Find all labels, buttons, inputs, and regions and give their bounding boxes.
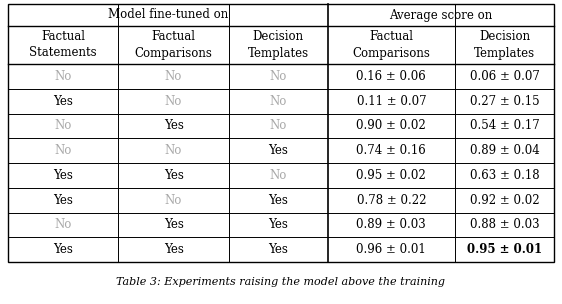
Bar	[8, 4, 554, 262]
Text: Yes: Yes	[53, 95, 73, 108]
Text: No: No	[165, 144, 182, 157]
Text: Yes: Yes	[268, 218, 288, 231]
Text: Yes: Yes	[53, 169, 73, 182]
Text: No: No	[165, 95, 182, 108]
Text: 0.92 ± 0.02: 0.92 ± 0.02	[470, 194, 540, 207]
Text: 0.63 ± 0.18: 0.63 ± 0.18	[470, 169, 540, 182]
Text: No: No	[269, 119, 287, 132]
Text: Factual
Comparisons: Factual Comparisons	[352, 30, 430, 60]
Text: No: No	[165, 194, 182, 207]
Text: Yes: Yes	[164, 243, 183, 256]
Text: Factual
Comparisons: Factual Comparisons	[134, 30, 212, 60]
Text: 0.95 ± 0.02: 0.95 ± 0.02	[356, 169, 426, 182]
Text: 0.16 ± 0.06: 0.16 ± 0.06	[356, 70, 426, 83]
Text: Yes: Yes	[164, 218, 183, 231]
Text: No: No	[55, 218, 72, 231]
Text: Yes: Yes	[53, 194, 73, 207]
Text: No: No	[55, 119, 72, 132]
Text: Yes: Yes	[164, 169, 183, 182]
Text: Decision
Templates: Decision Templates	[474, 30, 535, 60]
Text: No: No	[269, 169, 287, 182]
Text: No: No	[165, 70, 182, 83]
Text: 0.95 ± 0.01: 0.95 ± 0.01	[467, 243, 542, 256]
Text: 0.27 ± 0.15: 0.27 ± 0.15	[470, 95, 540, 108]
Text: Table 3: Experiments raising the model above the training: Table 3: Experiments raising the model a…	[116, 277, 446, 287]
Text: Yes: Yes	[268, 243, 288, 256]
Text: 0.89 ± 0.03: 0.89 ± 0.03	[356, 218, 426, 231]
Text: Yes: Yes	[164, 119, 183, 132]
Text: 0.96 ± 0.01: 0.96 ± 0.01	[356, 243, 426, 256]
Text: 0.54 ± 0.17: 0.54 ± 0.17	[470, 119, 540, 132]
Text: 0.06 ± 0.07: 0.06 ± 0.07	[470, 70, 540, 83]
Text: Decision
Templates: Decision Templates	[248, 30, 309, 60]
Text: Yes: Yes	[268, 194, 288, 207]
Text: Average score on: Average score on	[389, 9, 492, 22]
Text: No: No	[55, 70, 72, 83]
Text: No: No	[55, 144, 72, 157]
Text: 0.74 ± 0.16: 0.74 ± 0.16	[356, 144, 426, 157]
Text: No: No	[269, 95, 287, 108]
Text: 0.78 ± 0.22: 0.78 ± 0.22	[357, 194, 426, 207]
Text: 0.89 ± 0.04: 0.89 ± 0.04	[470, 144, 540, 157]
Text: Model fine-tuned on: Model fine-tuned on	[108, 9, 228, 22]
Text: Yes: Yes	[268, 144, 288, 157]
Text: 0.88 ± 0.03: 0.88 ± 0.03	[470, 218, 540, 231]
Text: No: No	[269, 70, 287, 83]
Text: 0.90 ± 0.02: 0.90 ± 0.02	[356, 119, 426, 132]
Text: Yes: Yes	[53, 243, 73, 256]
Text: 0.11 ± 0.07: 0.11 ± 0.07	[356, 95, 426, 108]
Text: Factual
Statements: Factual Statements	[29, 30, 97, 60]
